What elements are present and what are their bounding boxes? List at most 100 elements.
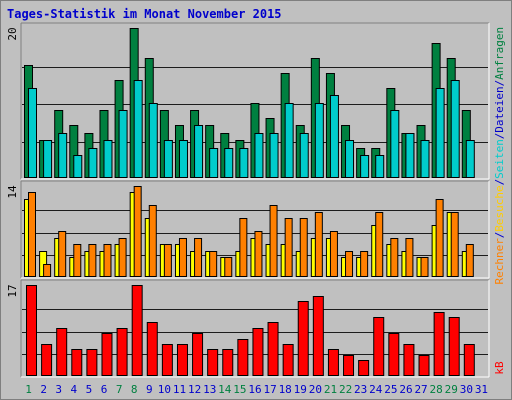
bar-kb-day-20 — [312, 296, 324, 376]
legend-part-1: Anfragen — [493, 27, 506, 80]
bar-kb-day-11 — [176, 344, 188, 376]
bar-seiten-day-6 — [103, 140, 113, 178]
bar-seiten-day-4 — [73, 155, 83, 178]
x-tick-label-day-28: 28 — [430, 383, 443, 396]
bar-rechner-day-24 — [375, 212, 384, 277]
x-tick-label-day-21: 21 — [324, 383, 337, 396]
legend-part-9: Rechner — [493, 238, 506, 285]
bar-kb-day-21 — [327, 349, 339, 376]
bar-seiten-day-1 — [28, 88, 37, 178]
x-tick-label-day-25: 25 — [384, 383, 397, 396]
x-tick-label-day-1: 1 — [25, 383, 32, 396]
bar-rechner-day-28 — [435, 199, 444, 277]
x-tick-label-day-19: 19 — [294, 383, 307, 396]
x-tick-label-day-16: 16 — [248, 383, 261, 396]
bar-seiten-day-23 — [360, 155, 370, 178]
x-tick-label-day-5: 5 — [86, 383, 93, 396]
bar-kb-day-3 — [56, 328, 68, 376]
x-tick-label-day-2: 2 — [40, 383, 47, 396]
x-tick-label-day-4: 4 — [71, 383, 78, 396]
legend-part-8: / — [493, 232, 506, 239]
bar-rechner-day-15 — [239, 218, 248, 277]
bar-rechner-day-20 — [314, 212, 323, 277]
legend-part-7: Besuche — [493, 185, 506, 231]
bar-rechner-day-17 — [269, 205, 278, 277]
bar-kb-day-9 — [146, 322, 158, 376]
x-tick-label-day-18: 18 — [279, 383, 292, 396]
bar-seiten-day-25 — [390, 110, 400, 178]
legend-part-2: / — [493, 80, 506, 87]
bar-rechner-day-27 — [420, 257, 429, 277]
bar-kb-day-13 — [207, 349, 219, 376]
bar-rechner-day-7 — [118, 238, 127, 277]
bar-kb-day-23 — [358, 360, 370, 376]
bar-kb-day-17 — [267, 322, 279, 376]
bar-rechner-day-8 — [133, 186, 142, 277]
bar-rechner-day-1 — [28, 192, 36, 277]
bar-rechner-day-9 — [148, 205, 157, 277]
legend-part-3: Dateien — [493, 86, 506, 132]
y-max-label-requests: 20 — [6, 27, 19, 40]
x-tick-label-day-26: 26 — [399, 383, 412, 396]
bar-kb-day-12 — [192, 333, 204, 376]
bar-seiten-day-9 — [148, 103, 158, 178]
bar-kb-day-7 — [116, 328, 128, 376]
bar-rechner-day-25 — [390, 238, 399, 277]
bar-kb-day-14 — [222, 349, 234, 376]
bar-seiten-day-10 — [163, 140, 173, 178]
bar-rechner-day-13 — [209, 251, 218, 277]
y-max-label-visits: 14 — [6, 185, 19, 199]
bar-kb-day-27 — [418, 355, 430, 376]
legend-part-5: Seiten — [493, 139, 506, 179]
bar-rechner-day-3 — [58, 231, 67, 277]
bar-rechner-day-12 — [194, 238, 203, 277]
bar-rechner-day-2 — [43, 264, 52, 277]
legend-part-4: / — [493, 133, 506, 140]
bar-seiten-day-15 — [239, 148, 249, 178]
bar-rechner-day-10 — [163, 244, 172, 277]
bar-seiten-day-20 — [314, 103, 324, 178]
bar-seiten-day-8 — [133, 80, 143, 178]
bar-kb-day-26 — [403, 344, 415, 376]
bar-rechner-day-18 — [284, 218, 293, 277]
bar-kb-day-28 — [433, 312, 445, 376]
bar-kb-day-4 — [71, 349, 83, 376]
bar-rechner-day-11 — [178, 238, 187, 277]
bar-seiten-day-14 — [224, 148, 234, 178]
bar-seiten-day-21 — [329, 95, 339, 178]
bar-seiten-day-19 — [299, 133, 309, 178]
x-tick-label-day-11: 11 — [173, 383, 186, 396]
bar-seiten-day-7 — [118, 110, 128, 178]
bar-seiten-day-5 — [88, 148, 98, 178]
bar-kb-day-25 — [388, 333, 400, 376]
chart-title: Tages-Statistik im Monat November 2015 — [7, 7, 282, 21]
bar-kb-day-5 — [86, 349, 98, 376]
bar-seiten-day-2 — [43, 140, 53, 178]
bar-seiten-day-29 — [450, 80, 460, 178]
x-tick-label-day-17: 17 — [263, 383, 276, 396]
bar-rechner-day-22 — [345, 251, 354, 277]
x-tick-label-day-9: 9 — [146, 383, 153, 396]
bar-rechner-day-6 — [103, 244, 112, 277]
x-tick-label-day-10: 10 — [158, 383, 171, 396]
bar-seiten-day-28 — [435, 88, 445, 178]
bar-seiten-day-30 — [465, 140, 475, 178]
bar-kb-day-2 — [41, 344, 53, 376]
x-tick-label-day-12: 12 — [188, 383, 201, 396]
x-tick-label-day-22: 22 — [339, 383, 352, 396]
x-tick-label-day-30: 30 — [460, 383, 473, 396]
bar-seiten-day-22 — [345, 140, 355, 178]
bar-rechner-day-30 — [465, 244, 474, 277]
x-tick-label-day-8: 8 — [131, 383, 138, 396]
bar-rechner-day-5 — [88, 244, 97, 277]
bar-seiten-day-27 — [420, 140, 430, 178]
x-tick-label-day-29: 29 — [445, 383, 458, 396]
x-tick-label-day-31: 31 — [475, 383, 488, 396]
bar-seiten-day-26 — [405, 133, 415, 178]
bar-kb-day-18 — [282, 344, 294, 376]
y-max-label-traffic: 17 — [6, 284, 19, 297]
legend-kb: kB — [493, 361, 506, 375]
bar-rechner-day-19 — [299, 218, 308, 277]
bar-kb-day-16 — [252, 328, 264, 376]
